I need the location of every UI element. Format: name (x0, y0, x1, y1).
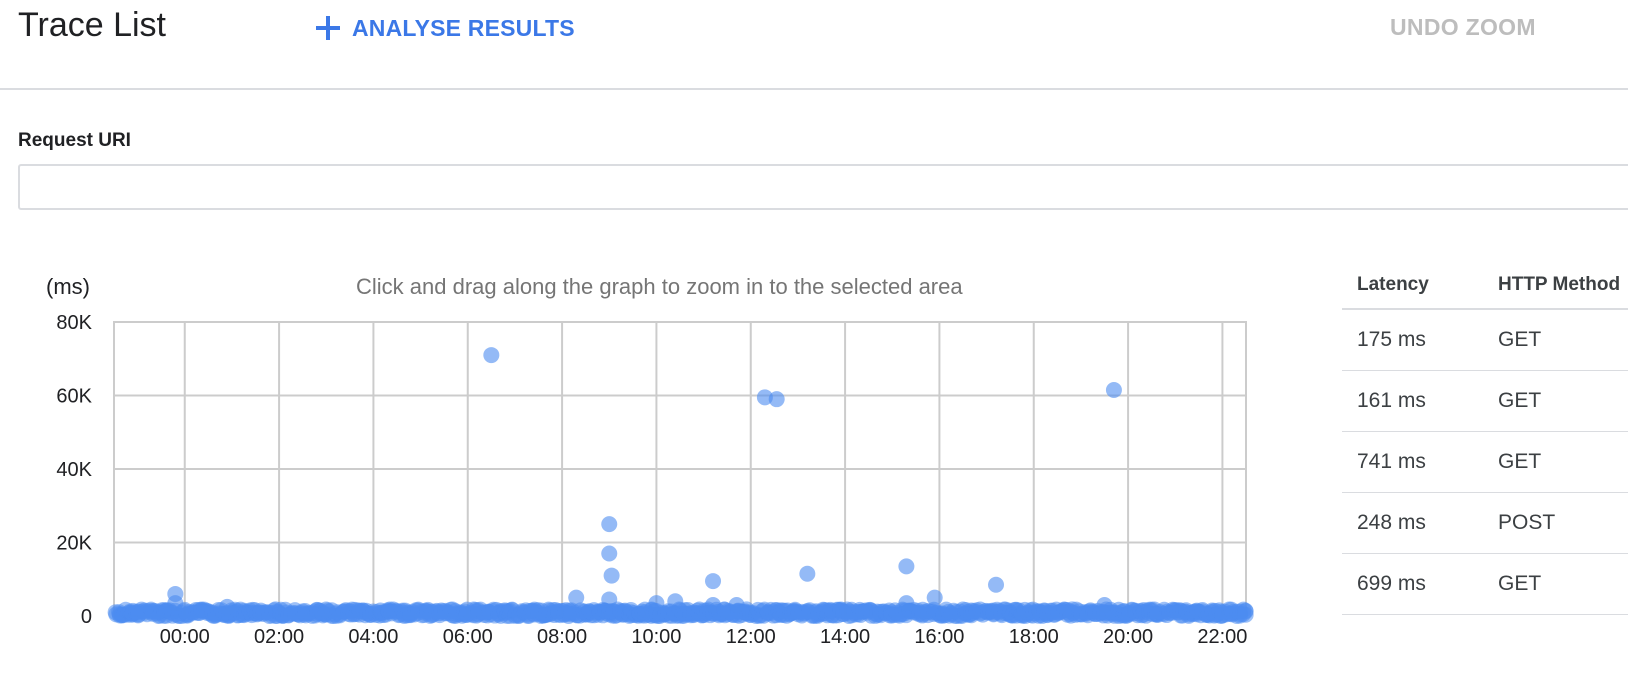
x-tick-label: 02:00 (254, 626, 304, 648)
table-row[interactable]: 248 ms POST (1342, 493, 1628, 554)
row-http-method: GET (1498, 450, 1542, 473)
data-point (898, 595, 915, 612)
y-tick-label: 0 (81, 606, 92, 628)
data-point (1105, 381, 1122, 398)
data-point (799, 565, 816, 582)
table-row[interactable]: 741 ms GET (1342, 432, 1628, 493)
x-tick-label: 20:00 (1103, 626, 1153, 648)
plus-icon (314, 14, 342, 42)
chart-zoom-hint: Click and drag along the graph to zoom i… (356, 274, 963, 299)
data-point (568, 589, 585, 606)
x-tick-label: 10:00 (631, 626, 681, 648)
data-point (601, 545, 618, 562)
page-title: Trace List (18, 6, 167, 44)
data-point (601, 591, 618, 608)
trace-table: Latency HTTP Method 175 ms GET 161 ms GE… (1342, 266, 1628, 615)
data-point (705, 573, 722, 590)
row-http-method: GET (1498, 328, 1542, 351)
y-tick-label: 40K (56, 459, 92, 481)
data-point (988, 576, 1005, 593)
data-point (898, 558, 915, 575)
table-row[interactable]: 161 ms GET (1342, 371, 1628, 432)
data-point (219, 598, 236, 615)
row-latency: 161 ms (1357, 389, 1426, 412)
data-point (167, 595, 184, 612)
analyse-results-button[interactable]: ANALYSE RESULTS (314, 10, 575, 46)
chart-canvas[interactable]: 80K 60K 40K 20K 0 00:00 02:00 04:00 06:00 08:00 10… (0, 260, 1290, 698)
row-http-method: POST (1498, 511, 1556, 534)
x-tick-label: 06:00 (443, 626, 493, 648)
undo-zoom-button[interactable]: UNDO ZOOM (1390, 14, 1536, 40)
request-uri-input[interactable] (18, 164, 1628, 210)
data-point (756, 389, 773, 406)
data-point (603, 567, 620, 584)
table-header: Latency HTTP Method (1342, 266, 1628, 310)
data-point (648, 595, 665, 612)
row-latency: 248 ms (1357, 511, 1426, 534)
latency-scatter-chart[interactable]: 80K 60K 40K 20K 0 00:00 02:00 04:00 06:00 08:00 10… (0, 260, 1290, 698)
row-latency: 741 ms (1357, 450, 1426, 473)
request-uri-label: Request URI (18, 130, 131, 151)
y-tick-label: 20K (56, 533, 92, 555)
row-latency: 699 ms (1357, 572, 1426, 595)
row-latency: 175 ms (1357, 328, 1426, 351)
baseline-point (1237, 603, 1254, 620)
column-header-latency[interactable]: Latency (1357, 274, 1429, 295)
page-header: Trace List ANALYSE RESULTS UNDO ZOOM (0, 0, 1628, 90)
table-row[interactable]: 175 ms GET (1342, 310, 1628, 371)
x-tick-label: 04:00 (348, 626, 398, 648)
column-header-http-method[interactable]: HTTP Method (1498, 274, 1621, 295)
data-point (728, 596, 745, 613)
data-point (768, 391, 785, 408)
x-tick-label: 22:00 (1197, 626, 1247, 648)
x-tick-label: 18:00 (1009, 626, 1059, 648)
row-http-method: GET (1498, 572, 1542, 595)
y-tick-label: 80K (56, 312, 92, 334)
y-tick-label: 60K (56, 386, 92, 408)
data-point (667, 593, 684, 610)
x-tick-label: 08:00 (537, 626, 587, 648)
row-http-method: GET (1498, 389, 1542, 412)
y-unit-label: (ms) (46, 274, 90, 299)
table-row[interactable]: 699 ms GET (1342, 554, 1628, 615)
x-tick-label: 14:00 (820, 626, 870, 648)
data-point (926, 589, 943, 606)
x-tick-label: 16:00 (914, 626, 964, 648)
data-point (1096, 596, 1113, 613)
data-point (601, 516, 618, 533)
data-point (483, 347, 500, 364)
data-point (705, 596, 722, 613)
x-tick-label: 12:00 (726, 626, 776, 648)
x-tick-label: 00:00 (160, 626, 210, 648)
analyse-results-label: ANALYSE RESULTS (352, 14, 575, 41)
